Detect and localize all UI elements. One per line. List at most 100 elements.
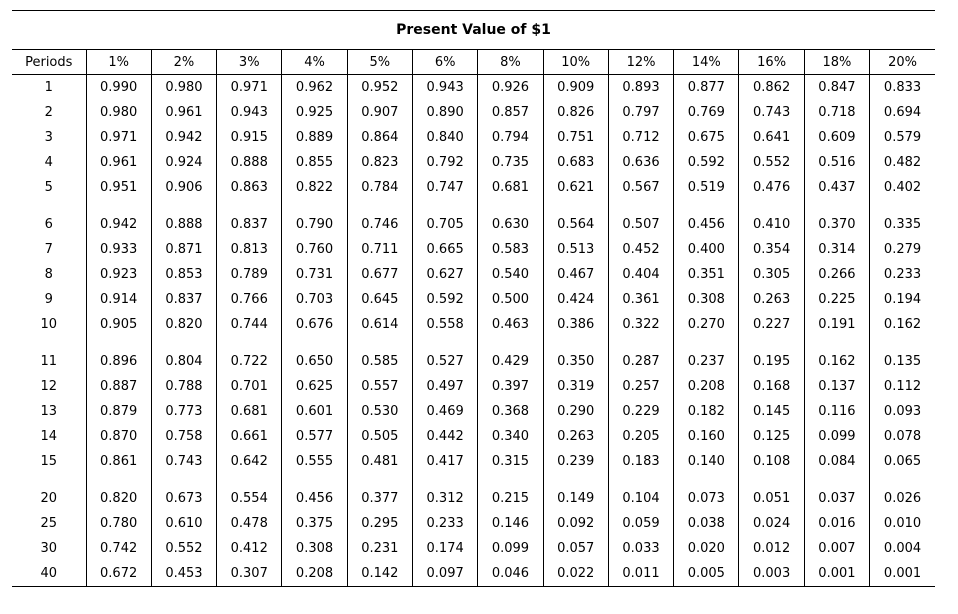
table-header: Periods 1% 2% 3% 4% 5% 6% 8% 10% 12% 14% 16% 18% 20% [12, 50, 935, 75]
value-cell: 0.790 [281, 212, 348, 237]
value-cell: 0.847 [803, 74, 870, 100]
value-cell: 0.673 [150, 486, 217, 511]
spacer-cell [477, 200, 544, 212]
period-cell: 6 [44, 217, 53, 232]
value-cell: 0.361 [607, 287, 674, 312]
value-cell: 0.557 [346, 374, 413, 399]
value-cell: 0.833 [869, 74, 935, 100]
spacer-cell [411, 337, 478, 349]
value-cell: 0.453 [150, 561, 217, 587]
header-row: Periods 1% 2% 3% 4% 5% 6% 8% 10% 12% 14% 16% 18% 20% [12, 50, 935, 75]
spacer-cell [607, 200, 674, 212]
value-cell: 0.308 [673, 287, 739, 312]
table-row: 5 0.951 0.906 0.863 0.822 0.784 0.747 0.681 0.62… [12, 175, 935, 200]
value-cell: 0.861 [85, 449, 152, 474]
value-cell: 0.307 [216, 561, 282, 587]
value-cell: 0.592 [673, 150, 739, 175]
value-cell: 0.208 [673, 374, 739, 399]
value-cell: 0.112 [869, 374, 935, 399]
period-cell: 15 [40, 454, 58, 469]
value-cell: 0.417 [411, 449, 478, 474]
value-cell: 0.093 [869, 399, 935, 424]
period-cell: 9 [44, 292, 53, 307]
value-cell: 0.012 [738, 536, 805, 561]
value-cell: 0.797 [607, 100, 674, 125]
spacer-cell [607, 337, 674, 349]
value-cell: 0.769 [673, 100, 739, 125]
value-cell: 0.743 [738, 100, 805, 125]
value-cell: 0.335 [869, 212, 935, 237]
value-cell: 0.567 [607, 175, 674, 200]
value-cell: 0.368 [477, 399, 544, 424]
spacer-cell [216, 337, 282, 349]
table-row: 40 0.672 0.453 0.307 0.208 0.142 0.097 0.046 0.0… [12, 561, 935, 587]
spacer-cell [673, 337, 739, 349]
value-cell: 0.722 [216, 349, 282, 374]
value-cell: 0.467 [542, 262, 609, 287]
spacer-cell [411, 474, 478, 486]
header-rate: 3% [216, 50, 282, 75]
value-cell: 0.397 [477, 374, 544, 399]
period-cell: 2 [44, 105, 53, 120]
spacer-cell [346, 474, 413, 486]
value-cell: 0.701 [216, 374, 282, 399]
value-cell: 0.676 [281, 312, 348, 337]
spacer-cell [346, 200, 413, 212]
header-periods: Periods [12, 50, 86, 75]
value-cell: 0.135 [869, 349, 935, 374]
value-cell: 0.583 [477, 237, 544, 262]
value-cell: 0.424 [542, 287, 609, 312]
value-cell: 0.743 [150, 449, 217, 474]
value-cell: 0.142 [346, 561, 413, 587]
value-cell: 0.033 [607, 536, 674, 561]
value-cell: 0.530 [346, 399, 413, 424]
table-row: 1 0.990 0.980 0.971 0.962 0.952 0.943 0.926 0.90… [12, 74, 935, 100]
spacer-cell [281, 200, 348, 212]
spacer-cell [85, 474, 152, 486]
spacer-cell [85, 337, 152, 349]
value-cell: 0.540 [477, 262, 544, 287]
header-rate: 20% [869, 50, 935, 75]
spacer-cell [803, 200, 870, 212]
spacer-cell [150, 337, 217, 349]
value-cell: 0.354 [738, 237, 805, 262]
spacer-cell [12, 474, 86, 486]
table-row: 12 0.887 0.788 0.701 0.625 0.557 0.497 0.397 0.3… [12, 374, 935, 399]
value-cell: 0.579 [869, 125, 935, 150]
period-cell: 3 [44, 130, 53, 145]
value-cell: 0.350 [542, 349, 609, 374]
value-cell: 0.592 [411, 287, 478, 312]
value-cell: 0.877 [673, 74, 739, 100]
table-row: 15 0.861 0.743 0.642 0.555 0.481 0.417 0.315 0.2… [12, 449, 935, 474]
value-cell: 0.037 [803, 486, 870, 511]
value-cell: 0.003 [738, 561, 805, 587]
value-cell: 0.641 [738, 125, 805, 150]
value-cell: 0.577 [281, 424, 348, 449]
value-cell: 0.642 [216, 449, 282, 474]
value-cell: 0.257 [607, 374, 674, 399]
value-cell: 0.516 [803, 150, 870, 175]
value-cell: 0.476 [738, 175, 805, 200]
spacer-cell [281, 337, 348, 349]
value-cell: 0.099 [477, 536, 544, 561]
value-cell: 0.377 [346, 486, 413, 511]
value-cell: 0.933 [85, 237, 152, 262]
spacer-cell [346, 337, 413, 349]
table-body: 1 0.990 0.980 0.971 0.962 0.952 0.943 0.926 0.90… [12, 74, 935, 587]
value-cell: 0.961 [85, 150, 152, 175]
value-cell: 0.004 [869, 536, 935, 561]
value-cell: 0.140 [673, 449, 739, 474]
value-cell: 0.923 [85, 262, 152, 287]
value-cell: 0.287 [607, 349, 674, 374]
value-cell: 0.160 [673, 424, 739, 449]
value-cell: 0.837 [150, 287, 217, 312]
value-cell: 0.924 [150, 150, 217, 175]
value-cell: 0.108 [738, 449, 805, 474]
value-cell: 0.766 [216, 287, 282, 312]
value-cell: 0.862 [738, 74, 805, 100]
table-row: 6 0.942 0.888 0.837 0.790 0.746 0.705 0.630 0.56… [12, 212, 935, 237]
spacer-cell [12, 337, 86, 349]
present-value-sheet: Present Value of $1 Periods 1% 2% 3% 4% 5% 6% 8… [12, 10, 935, 587]
value-cell: 0.279 [869, 237, 935, 262]
value-cell: 0.804 [150, 349, 217, 374]
